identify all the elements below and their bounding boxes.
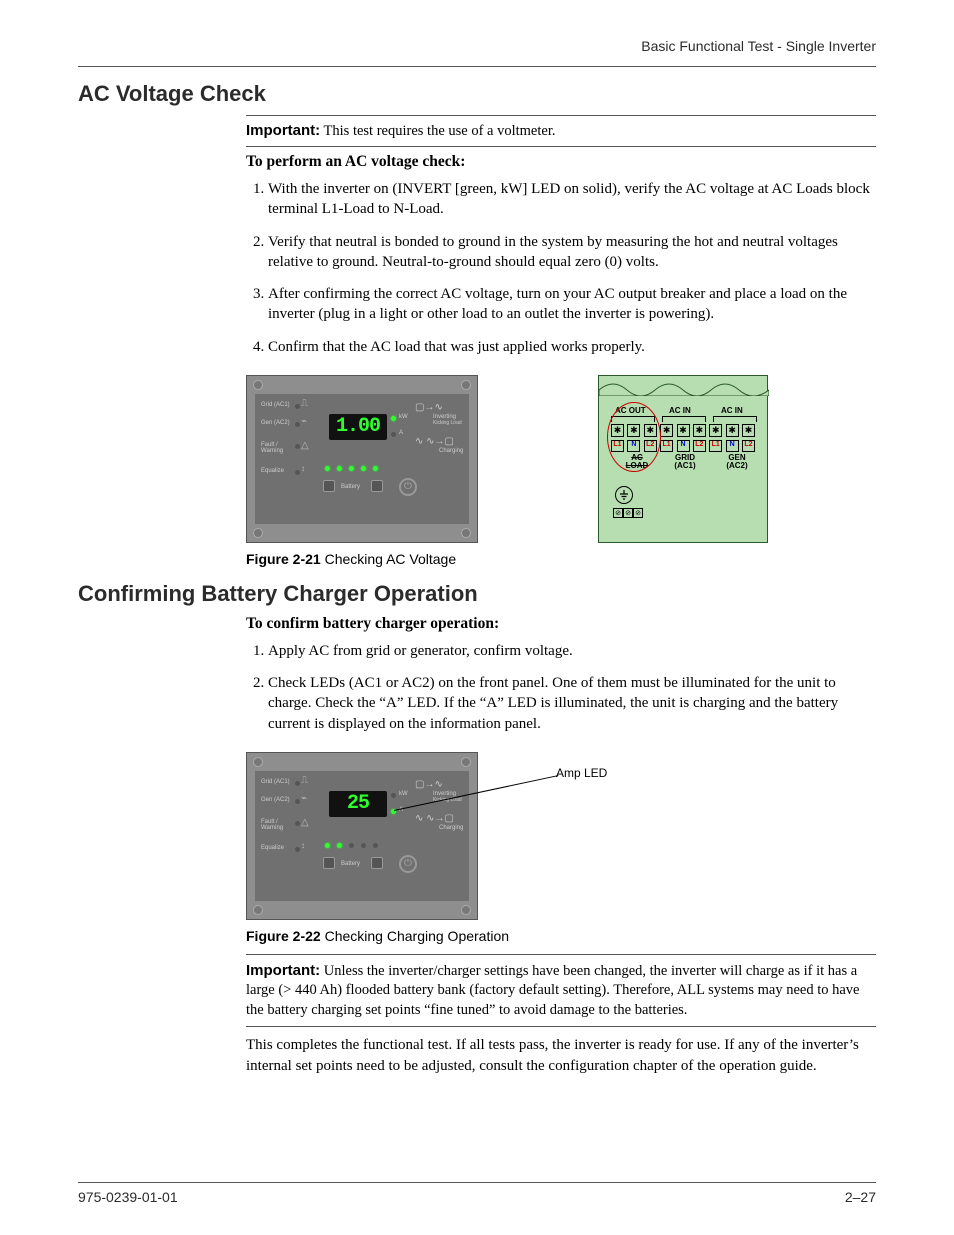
panel-button[interactable] bbox=[323, 857, 335, 869]
inverter-panel-2: Grid (AC1) ⎍ Gen (AC2) ⌁ Fault / Warning… bbox=[246, 752, 478, 920]
a-led bbox=[391, 432, 396, 437]
pin: N bbox=[726, 440, 739, 452]
pin: L2 bbox=[742, 440, 755, 452]
pin: N bbox=[677, 440, 690, 452]
note2-rule-top bbox=[246, 954, 876, 955]
note1-rule-top bbox=[246, 115, 876, 116]
ground-terminals: ⊘⊘⊘ bbox=[613, 508, 643, 518]
figure-2-21: Grid (AC1) ⎍ Gen (AC2) ⌁ Fault / Warning… bbox=[246, 375, 876, 543]
pin: L2 bbox=[693, 440, 706, 452]
ground-icon bbox=[615, 486, 633, 504]
kw-led bbox=[391, 416, 396, 421]
section1-subhead: To perform an AC voltage check: bbox=[246, 153, 876, 171]
panel1-display: 1.00 bbox=[329, 414, 387, 440]
term-group: AC IN bbox=[721, 406, 743, 415]
step: Apply AC from grid or generator, confirm… bbox=[268, 641, 876, 661]
step: Verify that neutral is bonded to ground … bbox=[268, 232, 876, 273]
page-footer: 975-0239-01-01 2–27 bbox=[78, 1182, 876, 1205]
pin: L1 bbox=[709, 440, 722, 452]
panel-label-gen: Gen (AC2) bbox=[261, 420, 290, 426]
panel2-display: 25 bbox=[329, 791, 387, 817]
note1-label: Important: bbox=[246, 122, 320, 139]
note1-rule-bot bbox=[246, 146, 876, 147]
header-rule bbox=[78, 66, 876, 67]
panel-label-fault: Fault / Warning bbox=[261, 442, 283, 454]
panel-button[interactable] bbox=[371, 480, 383, 492]
pin: L1 bbox=[660, 440, 673, 452]
closing-paragraph: This completes the functional test. If a… bbox=[246, 1035, 876, 1076]
note1: Important: This test requires the use of… bbox=[246, 120, 876, 142]
section1-title: AC Voltage Check bbox=[78, 81, 876, 107]
power-button[interactable]: ⏻ bbox=[399, 478, 417, 496]
term-sub: GRID(AC1) bbox=[665, 454, 705, 470]
fig-2-21-caption: Figure 2-21 Checking AC Voltage bbox=[246, 551, 876, 567]
wavy-edge bbox=[599, 376, 769, 396]
note2-text: Unless the inverter/charger settings hav… bbox=[246, 963, 860, 1018]
note2: Important: Unless the inverter/charger s… bbox=[246, 959, 876, 1023]
mode-inverting: InvertingKicking Load bbox=[433, 414, 462, 427]
amp-led-callout: Amp LED bbox=[556, 766, 607, 780]
terminal-block: AC OUT AC IN AC IN ✱✱✱✱✱✱✱✱✱ L1 N L2 L1 … bbox=[598, 375, 768, 543]
panel-label-equalize: Equalize bbox=[261, 468, 284, 474]
a-unit: A bbox=[399, 430, 403, 436]
power-button[interactable]: ⏻ bbox=[399, 855, 417, 873]
section2-title: Confirming Battery Charger Operation bbox=[78, 581, 876, 607]
section2-steps: Apply AC from grid or generator, confirm… bbox=[246, 641, 876, 734]
figure-2-22: Grid (AC1) ⎍ Gen (AC2) ⌁ Fault / Warning… bbox=[246, 752, 626, 920]
step: Check LEDs (AC1 or AC2) on the front pan… bbox=[268, 673, 876, 734]
note2-label: Important: bbox=[246, 962, 320, 979]
panel-label-battery: Battery bbox=[341, 484, 360, 490]
mode-charging: Charging bbox=[439, 448, 463, 455]
term-sub: GEN(AC2) bbox=[717, 454, 757, 470]
inverter-panel-1: Grid (AC1) ⎍ Gen (AC2) ⌁ Fault / Warning… bbox=[246, 375, 478, 543]
step: Confirm that the AC load that was just a… bbox=[268, 337, 876, 357]
highlight-circle bbox=[607, 402, 661, 472]
kw-unit: kW bbox=[399, 414, 408, 420]
term-group: AC IN bbox=[669, 406, 691, 415]
section1-steps: With the inverter on (INVERT [green, kW]… bbox=[246, 179, 876, 357]
doc-number: 975-0239-01-01 bbox=[78, 1189, 178, 1205]
step: After confirming the correct AC voltage,… bbox=[268, 284, 876, 325]
note1-text: This test requires the use of a voltmete… bbox=[324, 123, 556, 139]
fig-2-22-caption: Figure 2-22 Checking Charging Operation bbox=[246, 928, 876, 944]
step: With the inverter on (INVERT [green, kW]… bbox=[268, 179, 876, 220]
note2-rule-bot bbox=[246, 1026, 876, 1027]
panel-label-grid: Grid (AC1) bbox=[261, 402, 290, 408]
page-number: 2–27 bbox=[845, 1189, 876, 1205]
section2-subhead: To confirm battery charger operation: bbox=[246, 615, 876, 633]
running-head: Basic Functional Test - Single Inverter bbox=[78, 38, 876, 54]
kw-led bbox=[391, 793, 396, 798]
panel-button[interactable] bbox=[323, 480, 335, 492]
panel-button[interactable] bbox=[371, 857, 383, 869]
